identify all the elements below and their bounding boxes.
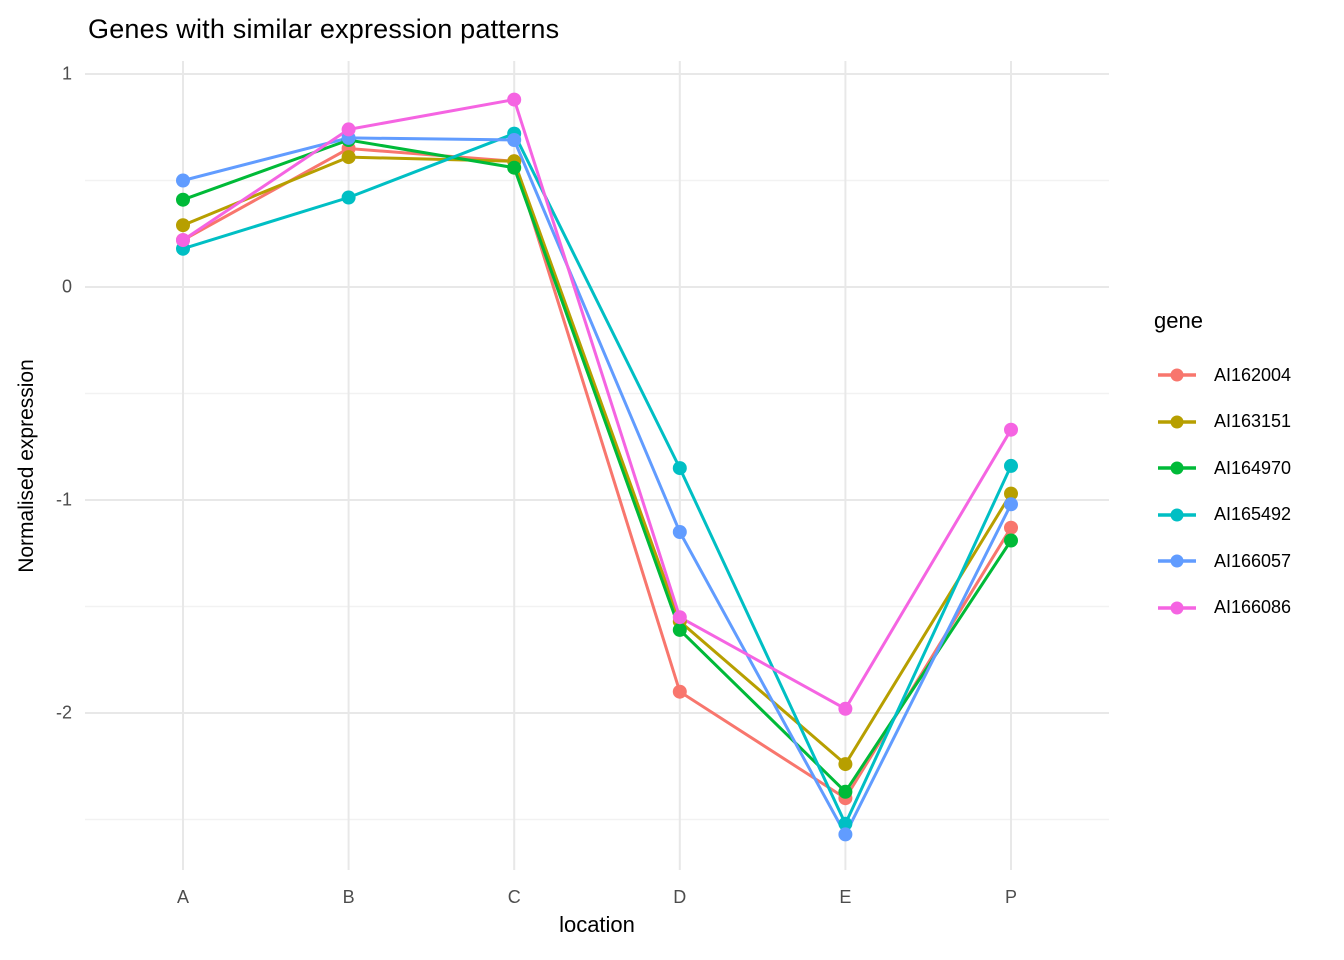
x-tick-label: B xyxy=(342,887,355,907)
data-point-AI166057-E xyxy=(838,827,853,842)
y-tick-label: -1 xyxy=(55,489,72,510)
data-point-AI162004-P xyxy=(1004,520,1018,535)
x-tick-label: D xyxy=(673,887,687,907)
y-tick-label: 1 xyxy=(61,63,72,84)
plot-panel xyxy=(85,61,1109,870)
series-line-AI162004 xyxy=(182,146,1013,801)
legend-key-icon xyxy=(1158,508,1196,522)
data-point-AI164970-D xyxy=(672,622,687,637)
data-point-AI166086-B xyxy=(341,122,356,137)
y-tick-label: 0 xyxy=(61,276,72,297)
data-point-AI166086-D xyxy=(672,610,687,625)
x-tick-label: A xyxy=(176,887,190,907)
data-point-AI165492-E xyxy=(838,816,853,831)
data-point-AI163151-E xyxy=(838,757,853,772)
legend-item-AI166086: AI166086 xyxy=(1152,585,1291,632)
data-point-AI165492-B xyxy=(341,190,356,205)
data-point-AI166086-E xyxy=(838,701,853,716)
data-point-AI166086-A xyxy=(176,233,190,248)
x-tick-label: C xyxy=(507,887,521,907)
data-point-AI165492-P xyxy=(1004,458,1018,473)
legend-key-icon xyxy=(1158,415,1196,429)
x-tick-label: P xyxy=(1004,887,1018,907)
legend-key-icon xyxy=(1158,601,1196,615)
legend-key-point xyxy=(1170,461,1184,475)
legend-key-point xyxy=(1170,554,1184,568)
series-line-AI163151 xyxy=(182,155,1013,767)
x-tick-label: E xyxy=(839,887,852,907)
data-point-AI164970-E xyxy=(838,784,853,799)
data-point-AI164970-C xyxy=(507,160,522,175)
series-line-AI165492 xyxy=(182,131,1013,828)
legend-key-icon xyxy=(1158,554,1196,568)
data-point-AI164970-A xyxy=(176,192,190,207)
legend-label: AI166057 xyxy=(1214,550,1292,571)
legend-key-icon xyxy=(1158,461,1196,475)
legend-label: AI162004 xyxy=(1214,364,1292,385)
chart-title: Genes with similar expression patterns xyxy=(88,14,560,44)
legend-label: AI166086 xyxy=(1214,597,1292,618)
data-point-AI163151-P xyxy=(1004,486,1018,501)
legend-key-point xyxy=(1170,601,1184,615)
data-point-AI163151-A xyxy=(176,218,190,233)
data-point-AI166057-C xyxy=(507,133,522,147)
legend-key-point xyxy=(1170,508,1184,522)
data-point-AI166086-P xyxy=(1004,422,1018,437)
legend-item-AI165492: AI165492 xyxy=(1152,492,1291,539)
legend-item-AI163151: AI163151 xyxy=(1152,399,1291,446)
legend-key-point xyxy=(1170,368,1184,382)
series-line-AI166057 xyxy=(182,136,1013,838)
legend-key-point xyxy=(1170,415,1184,429)
data-point-AI164970-P xyxy=(1004,533,1018,548)
legend-items: AI162004 AI163151 AI164970 AI165492 AI166057… xyxy=(1152,352,1291,631)
y-axis-title: Normalised expression xyxy=(15,359,38,573)
data-point-AI166057-A xyxy=(176,173,190,188)
y-tick-label: -2 xyxy=(55,702,72,723)
legend-title: gene xyxy=(1154,308,1203,333)
x-axis-title: location xyxy=(559,912,635,937)
legend: gene AI162004 AI163151 AI164970 AI165492 AI1… xyxy=(1152,308,1291,631)
series-line-AI166086 xyxy=(182,97,1013,711)
legend-item-AI166057: AI166057 xyxy=(1152,538,1291,585)
data-point-AI162004-D xyxy=(672,684,687,699)
data-point-AI163151-B xyxy=(341,150,356,165)
legend-item-AI162004: AI162004 xyxy=(1152,352,1291,399)
legend-label: AI163151 xyxy=(1214,411,1292,432)
data-point-AI166086-C xyxy=(507,92,522,107)
legend-label: AI164970 xyxy=(1214,457,1292,478)
legend-label: AI165492 xyxy=(1214,504,1292,525)
series-line-AI164970 xyxy=(182,138,1013,795)
data-point-AI165492-D xyxy=(672,461,687,476)
legend-item-AI164970: AI164970 xyxy=(1152,445,1291,492)
data-point-AI166057-D xyxy=(672,525,687,539)
legend-key-icon xyxy=(1158,368,1196,382)
data-point-AI166057-P xyxy=(1004,497,1018,512)
